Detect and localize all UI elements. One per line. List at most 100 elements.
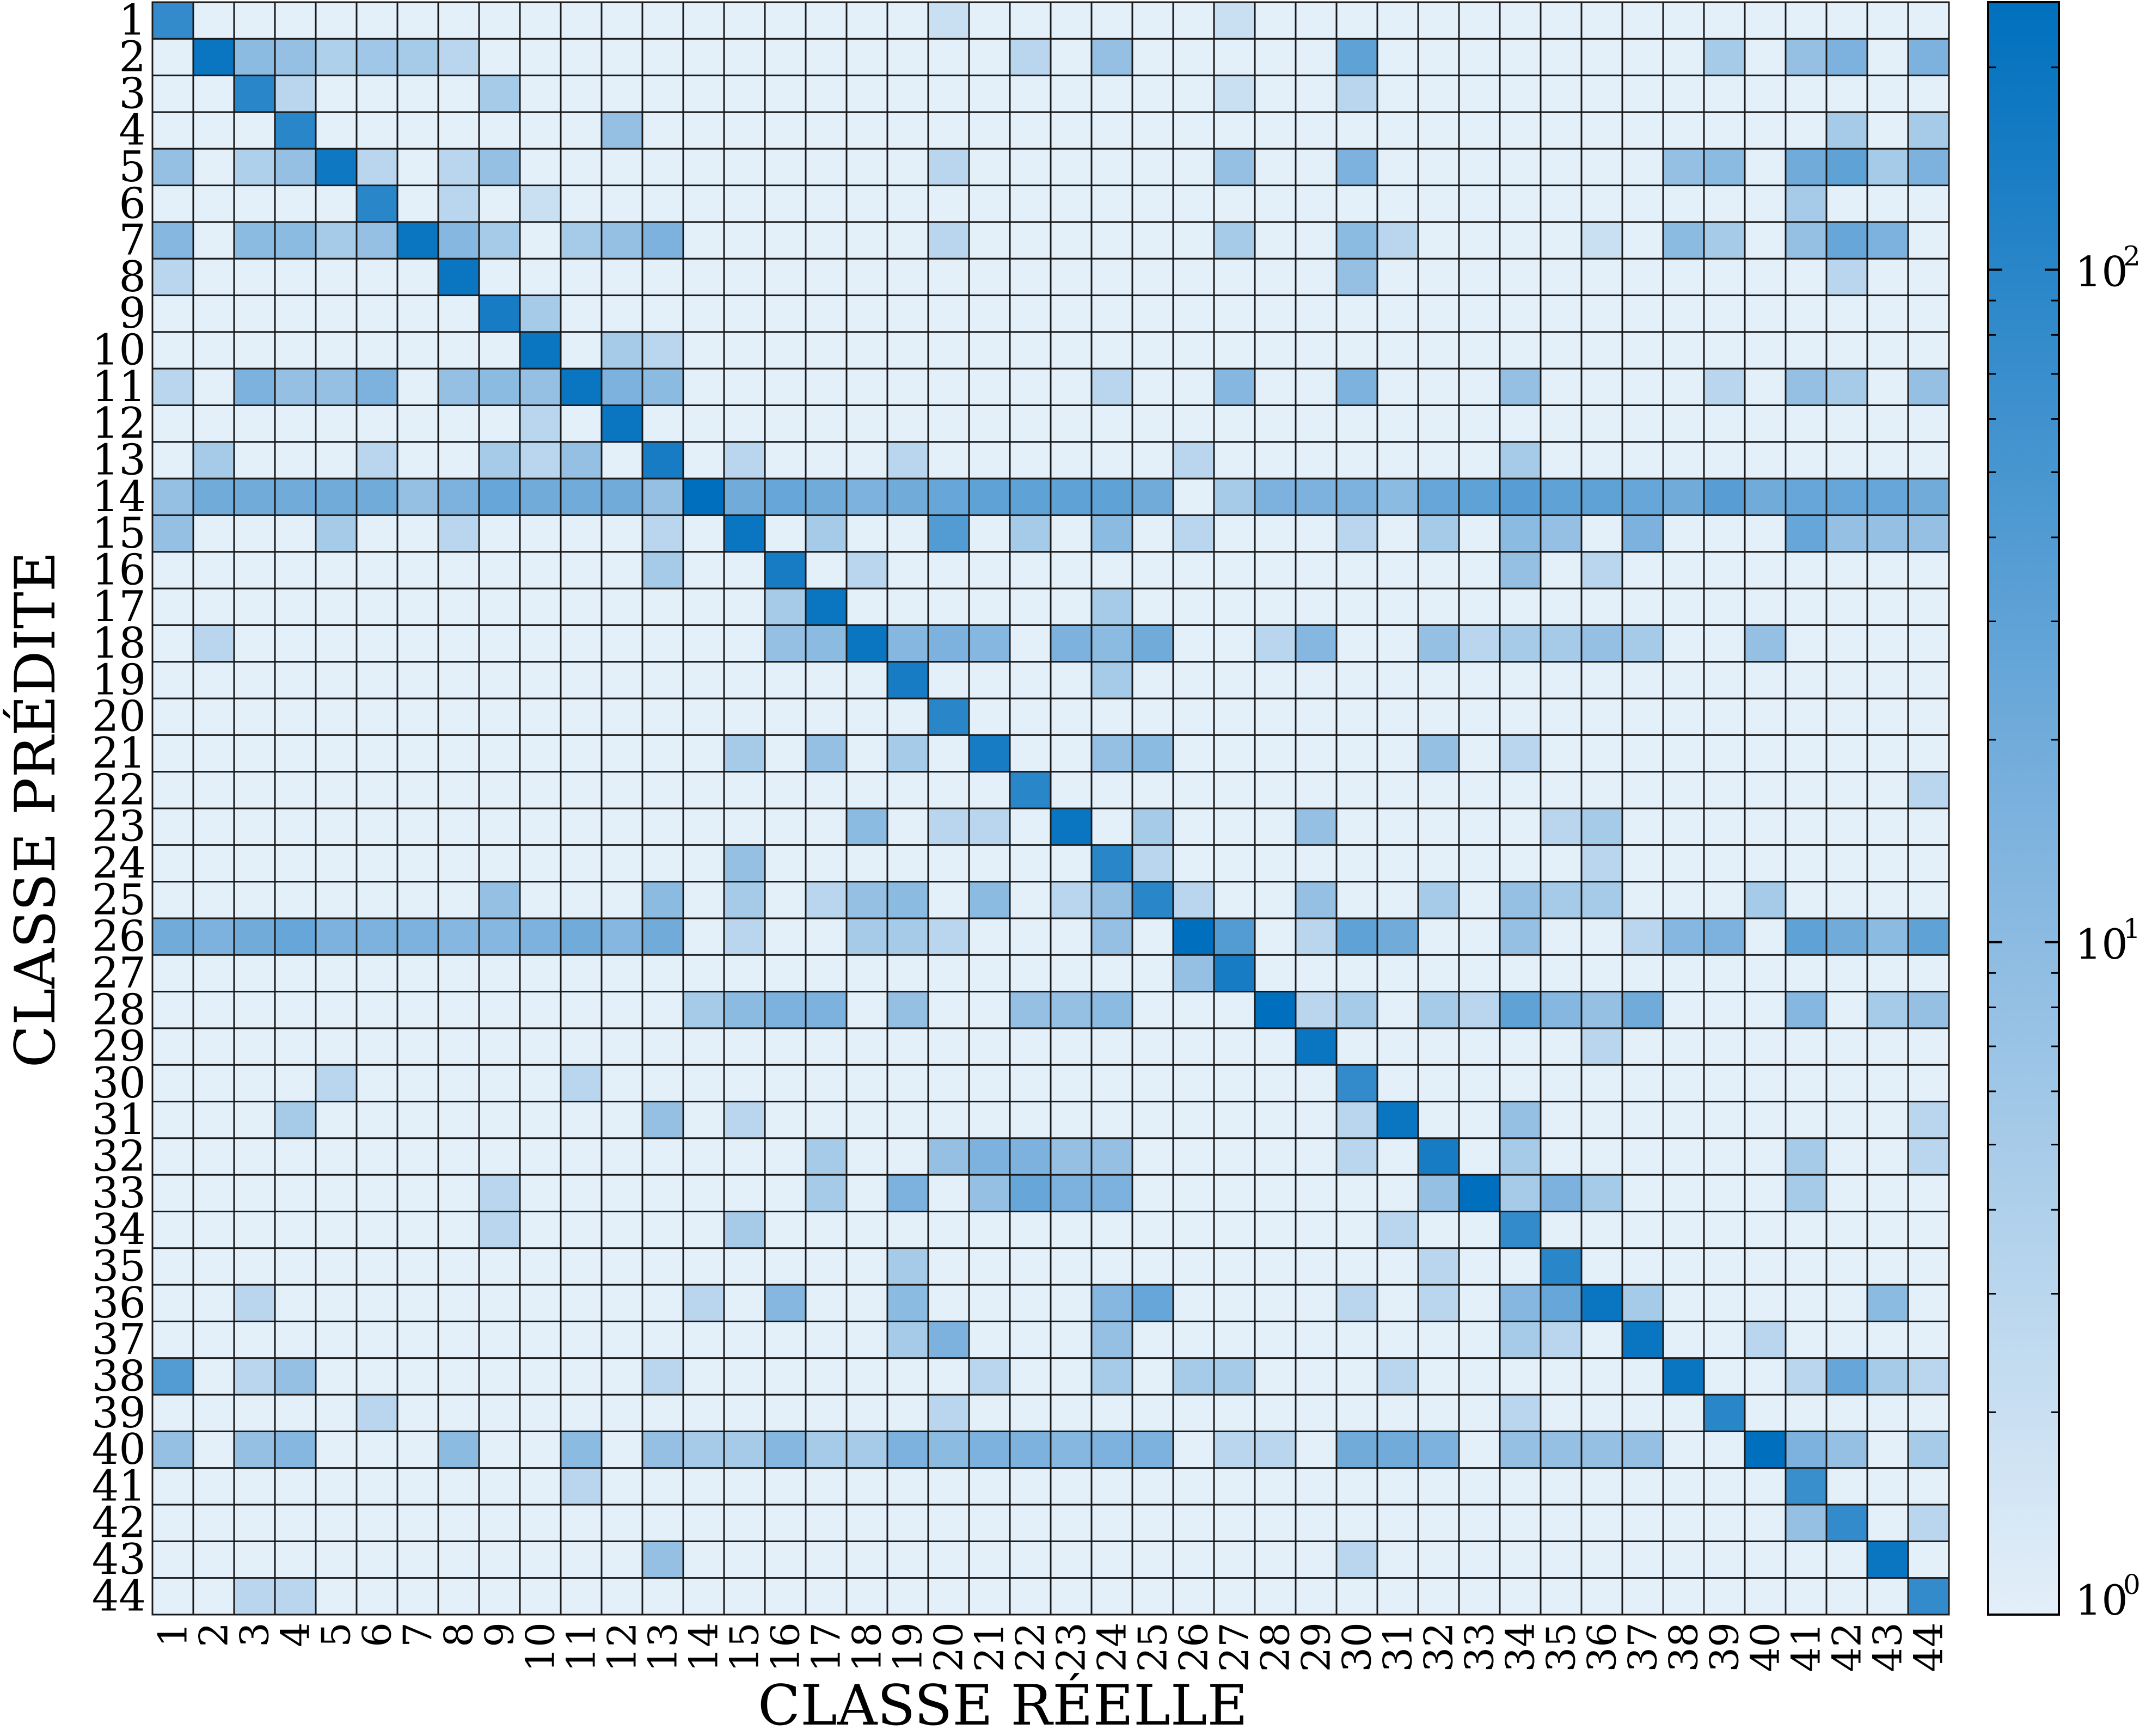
heatmap-cell	[1866, 1504, 1909, 1542]
heatmap-cell	[723, 1211, 766, 1249]
heatmap-cell	[1009, 734, 1052, 773]
heatmap-cell	[1050, 917, 1093, 956]
heatmap-cell	[396, 185, 439, 223]
heatmap-cell	[1662, 185, 1705, 223]
heatmap-cell	[1335, 221, 1378, 260]
heatmap-cell	[274, 551, 317, 590]
heatmap-cell	[1866, 1137, 1909, 1176]
heatmap-cell	[519, 991, 562, 1029]
heatmap-cell	[1213, 917, 1256, 956]
heatmap-cell	[1744, 734, 1787, 773]
heatmap-cell	[192, 1, 235, 40]
heatmap-cell	[1213, 1027, 1256, 1066]
heatmap-cell	[723, 295, 766, 333]
heatmap-cell	[1744, 1101, 1787, 1139]
heatmap-cell	[1907, 1320, 1950, 1359]
heatmap-cell	[1376, 697, 1419, 736]
heatmap-cell	[1172, 991, 1215, 1029]
heatmap-cell	[437, 587, 480, 626]
heatmap-cell	[274, 1174, 317, 1212]
heatmap-cell	[519, 75, 562, 113]
heatmap-cell	[355, 587, 398, 626]
heatmap-cell	[1825, 1394, 1868, 1432]
heatmap-cell	[1907, 1064, 1950, 1103]
heatmap-cell	[682, 1394, 725, 1432]
heatmap-cell	[274, 697, 317, 736]
heatmap-cell	[805, 367, 848, 406]
heatmap-cell	[1866, 1174, 1909, 1212]
heatmap-cell	[1335, 1320, 1378, 1359]
heatmap-cell	[1376, 221, 1419, 260]
heatmap-cell	[1172, 1284, 1215, 1322]
heatmap-cell	[1825, 38, 1868, 77]
heatmap-cell	[1213, 587, 1256, 626]
heatmap-cell	[1499, 1101, 1542, 1139]
heatmap-cell	[927, 221, 970, 260]
heatmap-cell	[233, 331, 276, 370]
heatmap-cell	[1825, 1137, 1868, 1176]
heatmap-cell	[968, 1467, 1011, 1506]
heatmap-cell	[1703, 771, 1746, 809]
heatmap-cell	[1254, 1504, 1297, 1542]
heatmap-cell	[845, 881, 888, 919]
heatmap-cell	[641, 441, 684, 480]
heatmap-cell	[1213, 1504, 1256, 1542]
heatmap-cell	[1866, 1, 1909, 40]
heatmap-cell	[1785, 367, 1828, 406]
heatmap-cell	[274, 844, 317, 883]
heatmap-cell	[478, 1, 521, 40]
heatmap-cell	[1254, 917, 1297, 956]
heatmap-cell	[1335, 1430, 1378, 1469]
heatmap-cell	[641, 295, 684, 333]
heatmap-cell	[1050, 1320, 1093, 1359]
heatmap-cell	[274, 1357, 317, 1396]
heatmap-cell	[845, 844, 888, 883]
heatmap-cell	[396, 514, 439, 553]
heatmap-cell	[968, 1174, 1011, 1212]
heatmap-cell	[1417, 1101, 1460, 1139]
heatmap-cell	[1744, 1540, 1787, 1579]
heatmap-cell	[1295, 1027, 1338, 1066]
heatmap-cell	[151, 75, 194, 113]
heatmap-cell	[1866, 991, 1909, 1029]
heatmap-cell	[1540, 1137, 1583, 1176]
heatmap-cell	[1090, 257, 1133, 297]
heatmap-cell	[1172, 1577, 1215, 1616]
heatmap-cell	[1213, 844, 1256, 883]
heatmap-cell	[315, 844, 358, 883]
heatmap-cell	[1703, 1504, 1746, 1542]
x-tick-label: 4	[273, 1622, 318, 1647]
heatmap-cell	[682, 551, 725, 590]
heatmap-cell	[1785, 881, 1828, 919]
heatmap-cell	[1254, 477, 1297, 516]
heatmap-cell	[641, 697, 684, 736]
heatmap-cell	[1825, 1064, 1868, 1103]
heatmap-cell	[560, 1, 603, 40]
heatmap-cell	[355, 991, 398, 1029]
heatmap-cell	[1295, 881, 1338, 919]
heatmap-cell	[1621, 257, 1664, 297]
x-tick-label: 2	[191, 1622, 237, 1647]
heatmap-cell	[1417, 917, 1460, 956]
heatmap-cell	[1580, 1, 1623, 40]
heatmap-cell	[682, 587, 725, 626]
heatmap-cell	[600, 75, 643, 113]
heatmap-cell	[1254, 771, 1297, 809]
heatmap-cell	[1254, 404, 1297, 443]
heatmap-cell	[1295, 1577, 1338, 1616]
heatmap-cell	[1131, 1284, 1174, 1322]
y-tick-label: 38	[92, 1352, 146, 1401]
heatmap-cell	[151, 441, 194, 480]
heatmap-cell	[1580, 1357, 1623, 1396]
heatmap-cell	[641, 514, 684, 553]
heatmap-cell	[1458, 771, 1501, 809]
heatmap-cell	[396, 477, 439, 516]
heatmap-cell	[805, 1, 848, 40]
y-tick-label: 33	[92, 1169, 146, 1218]
heatmap-cell	[192, 771, 235, 809]
heatmap-cell	[927, 295, 970, 333]
heatmap-cell	[478, 404, 521, 443]
heatmap-cell	[723, 477, 766, 516]
heatmap-cell	[396, 661, 439, 700]
heatmap-cell	[560, 404, 603, 443]
